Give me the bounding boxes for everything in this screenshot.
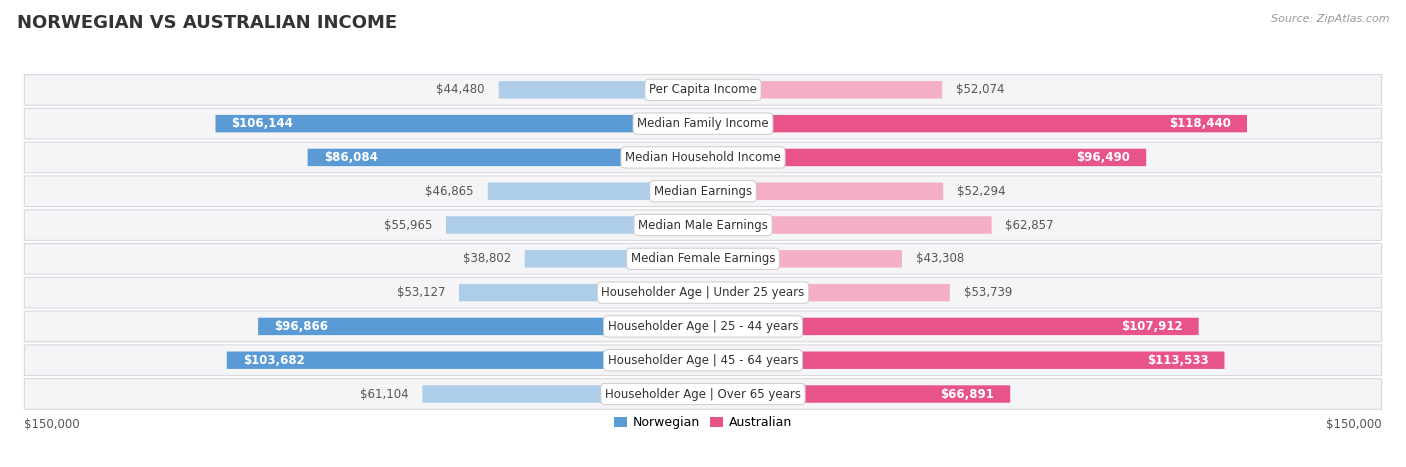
Text: $62,857: $62,857 (1005, 219, 1054, 232)
FancyBboxPatch shape (259, 318, 703, 335)
Legend: Norwegian, Australian: Norwegian, Australian (609, 411, 797, 434)
FancyBboxPatch shape (703, 284, 950, 301)
FancyBboxPatch shape (703, 183, 943, 200)
Text: Median Earnings: Median Earnings (654, 185, 752, 198)
Text: $118,440: $118,440 (1168, 117, 1230, 130)
FancyBboxPatch shape (488, 183, 703, 200)
FancyBboxPatch shape (24, 210, 1382, 241)
FancyBboxPatch shape (24, 243, 1382, 274)
FancyBboxPatch shape (24, 277, 1382, 308)
FancyBboxPatch shape (24, 379, 1382, 410)
FancyBboxPatch shape (226, 352, 703, 369)
Text: $61,104: $61,104 (360, 388, 409, 401)
Text: Householder Age | 45 - 64 years: Householder Age | 45 - 64 years (607, 354, 799, 367)
Text: $96,490: $96,490 (1076, 151, 1130, 164)
Text: $52,074: $52,074 (956, 83, 1004, 96)
Text: $107,912: $107,912 (1121, 320, 1182, 333)
FancyBboxPatch shape (24, 108, 1382, 139)
FancyBboxPatch shape (703, 385, 1011, 403)
Text: Per Capita Income: Per Capita Income (650, 83, 756, 96)
Text: Source: ZipAtlas.com: Source: ZipAtlas.com (1271, 14, 1389, 24)
FancyBboxPatch shape (703, 149, 1146, 166)
Text: $55,965: $55,965 (384, 219, 432, 232)
Text: $86,084: $86,084 (323, 151, 378, 164)
Text: $52,294: $52,294 (957, 185, 1005, 198)
FancyBboxPatch shape (215, 115, 703, 132)
Text: $103,682: $103,682 (243, 354, 305, 367)
FancyBboxPatch shape (703, 318, 1199, 335)
Text: $113,533: $113,533 (1147, 354, 1208, 367)
Text: $150,000: $150,000 (24, 417, 80, 431)
Text: $150,000: $150,000 (1326, 417, 1382, 431)
FancyBboxPatch shape (703, 81, 942, 99)
Text: Median Male Earnings: Median Male Earnings (638, 219, 768, 232)
Text: $43,308: $43,308 (915, 252, 965, 265)
Text: Median Family Income: Median Family Income (637, 117, 769, 130)
Text: $53,739: $53,739 (963, 286, 1012, 299)
Text: $38,802: $38,802 (463, 252, 510, 265)
Text: $66,891: $66,891 (941, 388, 994, 401)
Text: $44,480: $44,480 (436, 83, 485, 96)
FancyBboxPatch shape (24, 345, 1382, 375)
FancyBboxPatch shape (308, 149, 703, 166)
Text: Householder Age | Under 25 years: Householder Age | Under 25 years (602, 286, 804, 299)
Text: $96,866: $96,866 (274, 320, 328, 333)
FancyBboxPatch shape (446, 216, 703, 234)
FancyBboxPatch shape (524, 250, 703, 268)
FancyBboxPatch shape (703, 352, 1225, 369)
FancyBboxPatch shape (422, 385, 703, 403)
FancyBboxPatch shape (703, 115, 1247, 132)
FancyBboxPatch shape (458, 284, 703, 301)
Text: Median Female Earnings: Median Female Earnings (631, 252, 775, 265)
FancyBboxPatch shape (24, 311, 1382, 342)
FancyBboxPatch shape (703, 250, 901, 268)
FancyBboxPatch shape (24, 75, 1382, 105)
FancyBboxPatch shape (703, 216, 991, 234)
Text: $106,144: $106,144 (232, 117, 294, 130)
FancyBboxPatch shape (499, 81, 703, 99)
Text: Median Household Income: Median Household Income (626, 151, 780, 164)
FancyBboxPatch shape (24, 142, 1382, 173)
Text: NORWEGIAN VS AUSTRALIAN INCOME: NORWEGIAN VS AUSTRALIAN INCOME (17, 14, 396, 32)
Text: $53,127: $53,127 (396, 286, 446, 299)
Text: Householder Age | Over 65 years: Householder Age | Over 65 years (605, 388, 801, 401)
Text: $46,865: $46,865 (426, 185, 474, 198)
Text: Householder Age | 25 - 44 years: Householder Age | 25 - 44 years (607, 320, 799, 333)
FancyBboxPatch shape (24, 176, 1382, 206)
